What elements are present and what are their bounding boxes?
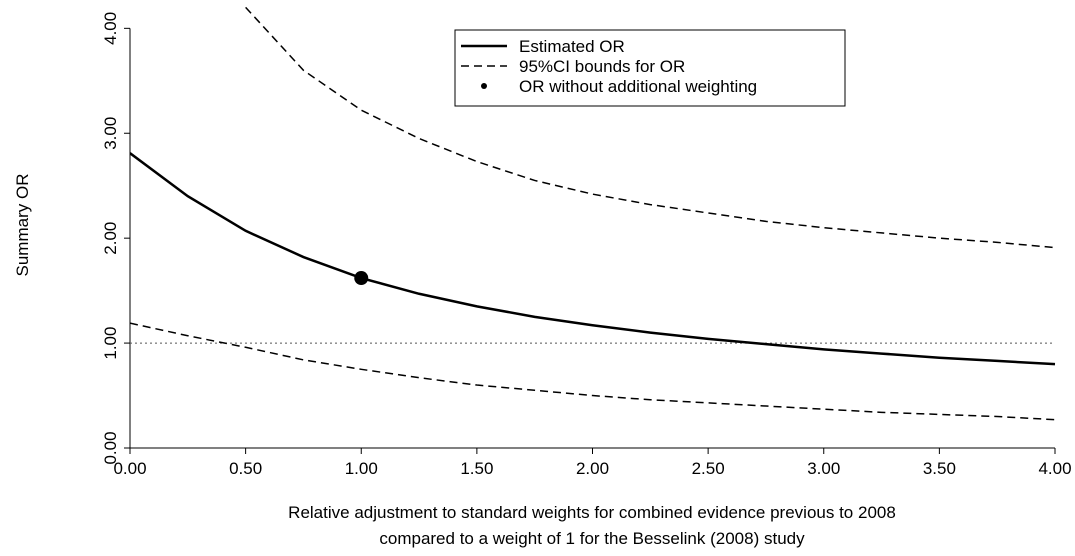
series-line [130,322,1056,421]
x-tick-label: 1.00 [345,459,378,478]
x-tick-label: 4.00 [1038,459,1071,478]
legend-label: Estimated OR [519,37,625,56]
x-tick-label: 0.00 [113,459,146,478]
series-line [130,152,1056,366]
x-axis-label: Relative adjustment to standard weights … [288,503,896,522]
legend-label: 95%CI bounds for OR [519,57,685,76]
legend-swatch [481,83,487,89]
y-axis-label: Summary OR [13,174,32,277]
series-line [245,6,1056,249]
y-tick-label: 4.00 [101,12,120,45]
x-tick-label: 3.50 [923,459,956,478]
point [354,271,369,286]
y-tick-label: 3.00 [101,117,120,150]
legend-label: OR without additional weighting [519,77,757,96]
legend-box [454,29,846,107]
y-tick-label: 1.00 [101,327,120,360]
y-tick-label: 0.00 [101,431,120,464]
x-tick-label: 1.50 [460,459,493,478]
plot [130,6,1056,421]
x-tick-label: 2.00 [576,459,609,478]
y-tick-label: 2.00 [101,222,120,255]
x-tick-label: 2.50 [692,459,725,478]
x-tick-label: 0.50 [229,459,262,478]
x-axis-label: compared to a weight of 1 for the Bessel… [379,529,805,548]
x-tick-label: 3.00 [807,459,840,478]
